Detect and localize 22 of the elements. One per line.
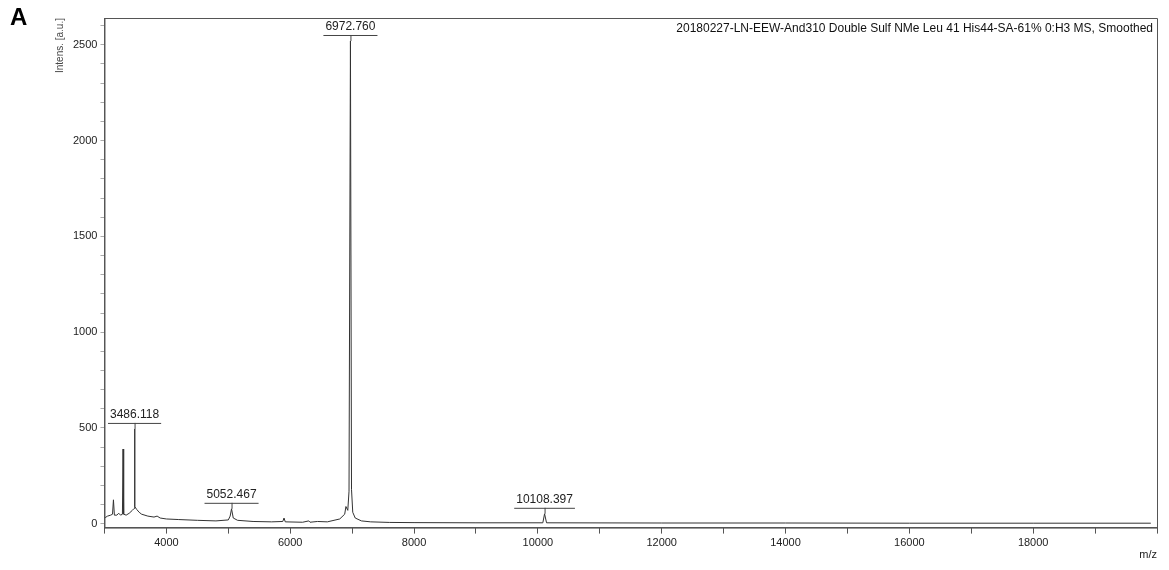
- annotation: 6972.760: [325, 19, 376, 34]
- text: A: [10, 2, 28, 30]
- y-tick-label: 2000: [72, 133, 98, 146]
- x-tick-label: 16000: [894, 536, 925, 549]
- y-tick-label: 1000: [72, 325, 98, 338]
- chart-title: 20180227-LN-EEW-And310 Double Sulf NMe Leu 41 His44-SA-61% 0:H3 MS, Smoothed: [676, 21, 1153, 36]
- y-tick-label: 500: [79, 421, 98, 434]
- x-tick-label: 14000: [770, 536, 801, 549]
- annotation: 10108.397: [516, 492, 574, 507]
- y-axis-title: Intens. [a.u.]: [53, 17, 65, 74]
- x-tick-label: 10000: [522, 536, 554, 549]
- x-tick-label: 18000: [1017, 536, 1049, 549]
- annotation: 5052.467: [206, 487, 257, 502]
- y-tick-label: 2500: [72, 37, 98, 50]
- x-tick-label: 8000: [401, 536, 427, 549]
- y-tick-label: 0: [91, 516, 98, 529]
- y-tick-label: 1500: [72, 229, 98, 242]
- x-axis-title: m/z: [1139, 548, 1157, 561]
- annotation: 3486.118: [109, 407, 160, 422]
- x-tick-label: 12000: [646, 536, 677, 549]
- x-tick-label: 4000: [154, 536, 179, 549]
- x-tick-label: 6000: [277, 536, 303, 549]
